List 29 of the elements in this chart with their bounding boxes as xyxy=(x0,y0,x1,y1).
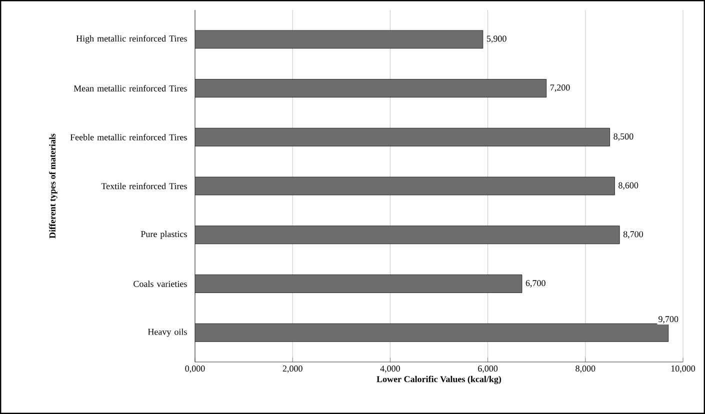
x-tick-label: 2,000 xyxy=(282,366,302,373)
data-label: 6,700 xyxy=(526,280,546,288)
bar xyxy=(195,274,522,293)
data-label: 5,900 xyxy=(486,36,506,44)
x-tick-label: 10,000 xyxy=(671,366,696,373)
x-tick-label: 8,000 xyxy=(576,366,596,373)
bar xyxy=(195,323,669,342)
data-label: 8,700 xyxy=(623,231,643,239)
data-label: 8,500 xyxy=(614,133,634,141)
x-tick-label: 0,000 xyxy=(185,366,205,373)
data-label: 9,700 xyxy=(658,316,678,324)
y-tick-label: Coals varieties xyxy=(134,280,187,287)
bar xyxy=(195,79,547,98)
bar xyxy=(195,30,484,49)
x-tick-label: 6,000 xyxy=(478,366,498,373)
data-label: 7,200 xyxy=(550,84,570,92)
y-tick-label: Pure plastics xyxy=(140,230,187,239)
bar xyxy=(195,128,610,146)
y-tick-label: Feeble metallic reinforced Tires xyxy=(70,134,187,140)
y-tick-label: Heavy oils xyxy=(148,328,187,337)
data-label: 8,600 xyxy=(618,182,638,190)
x-axis-title: Lower Calorific Values (kcal/kg) xyxy=(376,376,502,384)
x-tick-label: 4,000 xyxy=(380,366,400,373)
y-tick-label: High metallic reinforced Tires xyxy=(76,35,187,44)
y-axis-title: Different types of materials xyxy=(49,134,58,238)
y-tick-label: Textile reinforced Tires xyxy=(101,182,187,190)
y-tick-label: Mean metallic reinforced Tires xyxy=(74,85,187,92)
bar xyxy=(195,176,615,196)
bar xyxy=(195,226,620,244)
